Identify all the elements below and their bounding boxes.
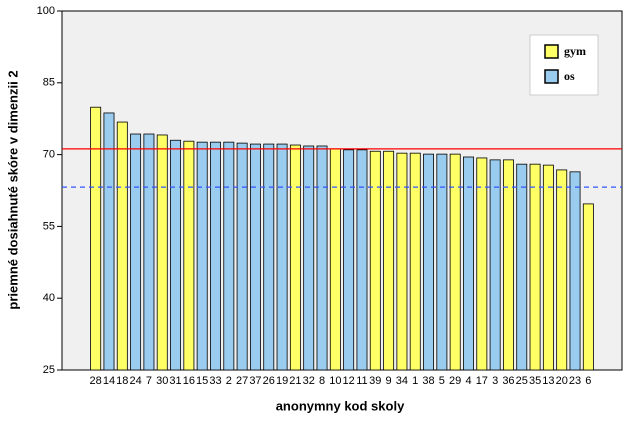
bar (183, 140, 195, 371)
legend-box (529, 34, 599, 96)
bar (289, 144, 301, 371)
bar (369, 150, 381, 371)
bar (143, 133, 155, 371)
plot-area (61, 10, 623, 371)
bar (156, 134, 168, 371)
bar (223, 141, 235, 371)
bar (303, 145, 315, 371)
x-tick-label: 5 (439, 375, 445, 387)
bar (463, 156, 474, 371)
x-tick-label: 29 (449, 375, 461, 387)
x-tick-label: 23 (569, 375, 581, 387)
x-tick-label: 36 (502, 375, 514, 387)
y-axis-title: priemné dosiahnuté skóre v dimenzii 2 (5, 70, 20, 309)
x-tick-label: 9 (386, 375, 392, 387)
x-tick-label: 31 (169, 375, 181, 387)
bar (529, 163, 541, 371)
x-tick-label: 19 (276, 375, 288, 387)
x-tick-label: 37 (249, 375, 261, 387)
x-tick-label: 27 (236, 375, 248, 387)
bar (476, 157, 488, 371)
x-tick-label: 21 (289, 375, 301, 387)
bar (103, 112, 115, 371)
bar (329, 148, 341, 371)
bar (556, 169, 568, 371)
x-tick-label: 3 (492, 375, 498, 387)
bar (383, 150, 395, 371)
x-tick-label: 24 (129, 375, 141, 387)
x-tick-label: 16 (183, 375, 195, 387)
bar (409, 152, 421, 371)
x-tick-label: 2 (226, 375, 232, 387)
legend-swatch (544, 69, 559, 84)
x-tick-label: 25 (516, 375, 528, 387)
y-tick-label: 40 (43, 292, 55, 304)
x-tick-label: 38 (422, 375, 434, 387)
bar (90, 106, 102, 371)
bar (423, 153, 435, 371)
bar (249, 143, 261, 371)
x-tick-label: 4 (465, 375, 471, 387)
x-tick-label: 30 (156, 375, 168, 387)
x-tick-label: 32 (303, 375, 315, 387)
x-tick-label: 7 (146, 375, 152, 387)
bar (449, 153, 461, 371)
bar (502, 159, 514, 371)
bar (436, 153, 448, 371)
x-tick-label: 35 (529, 375, 541, 387)
bar (316, 145, 328, 371)
bar (276, 143, 288, 371)
y-tick-label: 85 (43, 77, 55, 89)
bar (356, 149, 368, 371)
x-tick-label: 34 (396, 375, 408, 387)
y-tick-label: 55 (43, 220, 55, 232)
legend-label: gym (564, 44, 586, 58)
x-tick-label: 28 (90, 375, 102, 387)
x-tick-label: 33 (209, 375, 221, 387)
bar (516, 163, 528, 371)
x-tick-label: 26 (263, 375, 275, 387)
y-tick-label: 100 (37, 5, 55, 17)
x-tick-label: 1 (412, 375, 418, 387)
x-tick-label: 14 (103, 375, 115, 387)
x-tick-label: 18 (116, 375, 128, 387)
x-tick-label: 6 (585, 375, 591, 387)
bar (396, 152, 408, 371)
bar (569, 171, 581, 371)
bar (196, 141, 208, 371)
bar (236, 142, 248, 371)
bar (130, 133, 142, 371)
bar (170, 139, 182, 371)
bar (489, 159, 501, 371)
x-axis-title: anonymny kod skoly (276, 398, 405, 413)
x-tick-label: 13 (542, 375, 554, 387)
x-tick-label: 10 (329, 375, 341, 387)
x-tick-label: 20 (556, 375, 568, 387)
x-tick-label: 17 (476, 375, 488, 387)
bar (542, 164, 554, 371)
x-tick-label: 39 (369, 375, 381, 387)
x-tick-label: 15 (196, 375, 208, 387)
bar (263, 143, 275, 371)
legend-swatch (544, 44, 559, 59)
bar (210, 141, 221, 371)
x-tick-label: 8 (319, 375, 325, 387)
bar (343, 149, 355, 371)
x-tick-label: 12 (343, 375, 355, 387)
y-tick-label: 25 (43, 364, 55, 376)
bar (582, 203, 594, 371)
y-tick-label: 70 (43, 149, 55, 161)
x-tick-label: 11 (356, 375, 367, 387)
bar (116, 121, 128, 371)
legend-label: os (564, 69, 575, 83)
